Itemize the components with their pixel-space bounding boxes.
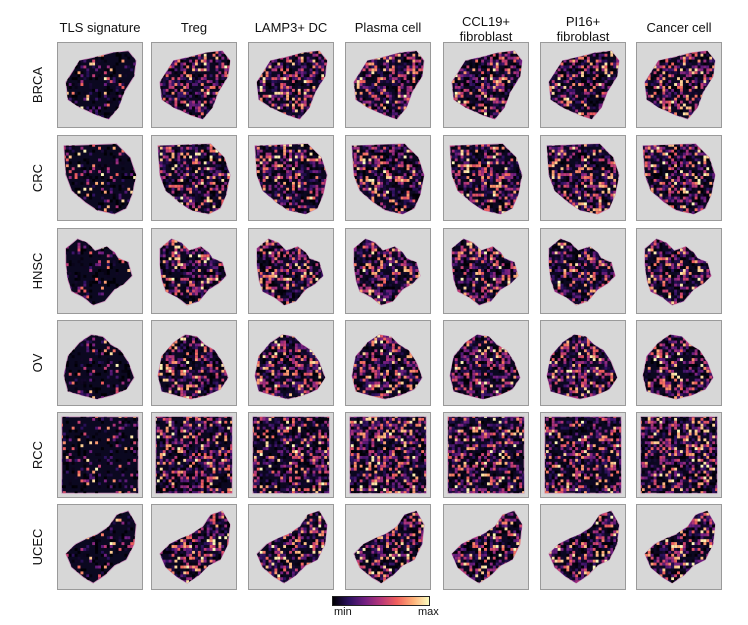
- spatial-map-ucec-3: [345, 504, 431, 590]
- row-label-2: HNSC: [30, 231, 46, 311]
- row-label-5: UCEC: [30, 507, 46, 587]
- spatial-map-ucec-1: [151, 504, 237, 590]
- spatial-map-crc-6: [636, 135, 722, 221]
- spatial-map-rcc-3: [345, 412, 431, 498]
- spatial-map-ucec-6: [636, 504, 722, 590]
- column-label-5: PI16+ fibroblast: [530, 14, 636, 44]
- column-label-1: Treg: [141, 20, 247, 35]
- spatial-map-brca-3: [345, 42, 431, 128]
- spatial-map-rcc-2: [248, 412, 334, 498]
- spatial-map-crc-1: [151, 135, 237, 221]
- spatial-map-brca-0: [57, 42, 143, 128]
- spatial-map-rcc-6: [636, 412, 722, 498]
- spatial-map-rcc-1: [151, 412, 237, 498]
- spatial-map-ov-3: [345, 320, 431, 406]
- colorbar-max-label: max: [418, 606, 439, 618]
- spatial-map-crc-3: [345, 135, 431, 221]
- spatial-map-ov-1: [151, 320, 237, 406]
- spatial-map-brca-2: [248, 42, 334, 128]
- spatial-map-ucec-2: [248, 504, 334, 590]
- column-label-4: CCL19+ fibroblast: [433, 14, 539, 44]
- spatial-map-rcc-5: [540, 412, 626, 498]
- spatial-map-hnsc-0: [57, 228, 143, 314]
- row-label-4: RCC: [30, 415, 46, 495]
- spatial-map-hnsc-4: [443, 228, 529, 314]
- column-label-0: TLS signature: [47, 20, 153, 35]
- spatial-map-hnsc-6: [636, 228, 722, 314]
- row-label-3: OV: [30, 323, 46, 403]
- spatial-map-crc-0: [57, 135, 143, 221]
- spatial-map-brca-4: [443, 42, 529, 128]
- spatial-map-ucec-4: [443, 504, 529, 590]
- spatial-map-crc-4: [443, 135, 529, 221]
- spatial-map-ov-4: [443, 320, 529, 406]
- spatial-map-rcc-4: [443, 412, 529, 498]
- spatial-map-hnsc-3: [345, 228, 431, 314]
- spatial-map-brca-5: [540, 42, 626, 128]
- spatial-map-hnsc-5: [540, 228, 626, 314]
- row-label-0: BRCA: [30, 45, 46, 125]
- spatial-map-ov-2: [248, 320, 334, 406]
- spatial-map-hnsc-2: [248, 228, 334, 314]
- spatial-map-crc-5: [540, 135, 626, 221]
- spatial-map-ov-5: [540, 320, 626, 406]
- spatial-map-ucec-5: [540, 504, 626, 590]
- spatial-map-brca-1: [151, 42, 237, 128]
- spatial-map-brca-6: [636, 42, 722, 128]
- spatial-map-ov-6: [636, 320, 722, 406]
- column-label-3: Plasma cell: [335, 20, 441, 35]
- column-label-6: Cancer cell: [626, 20, 732, 35]
- column-label-2: LAMP3+ DC: [238, 20, 344, 35]
- spatial-map-rcc-0: [57, 412, 143, 498]
- colorbar: [332, 596, 430, 606]
- colorbar-min-label: min: [334, 606, 352, 618]
- row-label-1: CRC: [30, 138, 46, 218]
- spatial-map-ov-0: [57, 320, 143, 406]
- spatial-map-hnsc-1: [151, 228, 237, 314]
- spatial-map-ucec-0: [57, 504, 143, 590]
- spatial-map-crc-2: [248, 135, 334, 221]
